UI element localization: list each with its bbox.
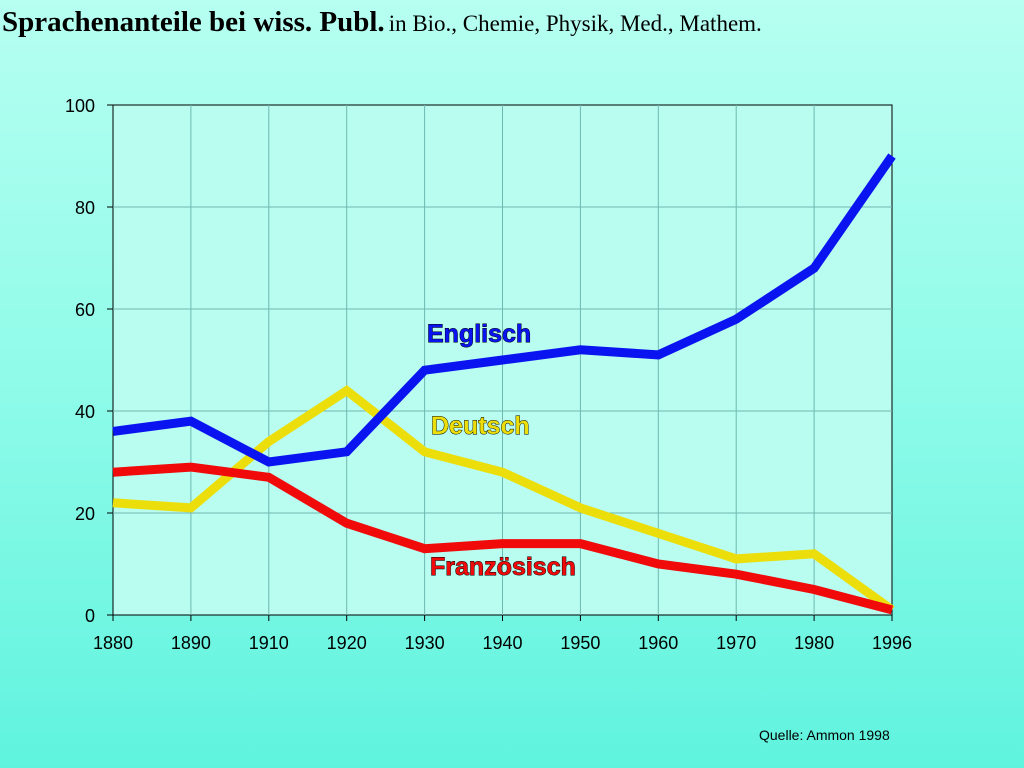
x-tick-label: 1890 (171, 633, 211, 653)
x-tick-label: 1930 (405, 633, 445, 653)
x-tick-label: 1920 (327, 633, 367, 653)
x-tick-label: 1980 (794, 633, 834, 653)
x-tick-label: 1950 (560, 633, 600, 653)
x-tick-label: 1960 (638, 633, 678, 653)
axis-ticks: 0 20 40 60 80 100 1880 1890 1910 1920 1930 1940 1950… (65, 96, 912, 653)
y-tick-label: 0 (85, 606, 95, 626)
series-label-englisch: Englisch (427, 320, 531, 348)
source-note: Quelle: Ammon 1998 (759, 727, 890, 743)
y-tick-label: 60 (75, 300, 95, 320)
title-subtitle: in Bio., Chemie, Physik, Med., Mathem. (388, 11, 762, 36)
series-line-französisch (112, 462, 894, 615)
y-tick-label: 20 (75, 504, 95, 524)
series-line-deutsch (112, 385, 895, 614)
grid (113, 105, 892, 615)
x-tick-label: 1910 (249, 633, 289, 653)
page-title: Sprachenanteile bei wiss. Publ. in Bio.,… (2, 6, 762, 39)
series-lines (112, 153, 896, 615)
y-tick-label: 100 (65, 96, 95, 116)
x-tick-label: 1970 (716, 633, 756, 653)
series-label-deutsch: Deutsch (431, 412, 530, 440)
series-label-französisch: Französisch (430, 553, 576, 581)
x-tick-label: 1940 (482, 633, 522, 653)
series-line-englisch (112, 153, 896, 467)
y-tick-label: 80 (75, 198, 95, 218)
x-tick-label: 1880 (93, 633, 133, 653)
y-tick-label: 40 (75, 402, 95, 422)
x-tick-label: 1996 (872, 633, 912, 653)
title-main: Sprachenanteile bei wiss. Publ. (2, 6, 385, 38)
series-labels: Englisch Deutsch Französisch (427, 320, 577, 582)
